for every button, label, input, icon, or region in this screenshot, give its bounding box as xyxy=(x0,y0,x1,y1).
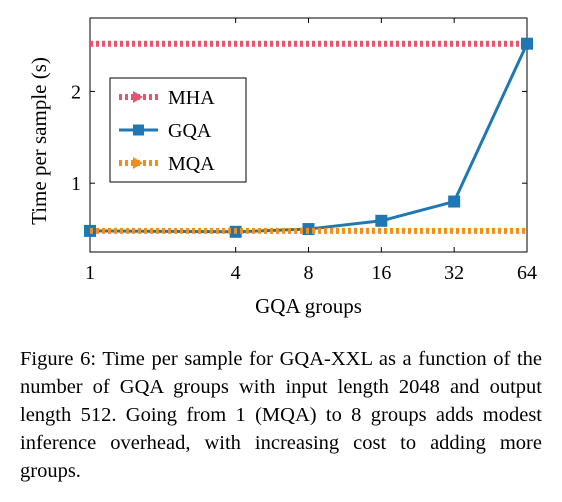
figure-caption: Figure 6: Time per sample for GQA-XXL as… xyxy=(20,348,542,482)
x-tick-label-64: 64 xyxy=(517,262,537,284)
legend-marker-mha xyxy=(133,91,143,103)
y-tick-label-1: 1 xyxy=(71,173,81,195)
x-tick-label-4: 4 xyxy=(231,262,241,284)
legend-marker-mqa xyxy=(133,157,143,169)
x-axis-label: GQA groups xyxy=(255,294,362,318)
y-tick-label-2: 2 xyxy=(71,81,81,103)
x-tick-label-32: 32 xyxy=(444,262,464,284)
legend-label-gqa: GQA xyxy=(168,120,212,142)
legend-label-mqa: MQA xyxy=(168,153,215,175)
x-tick-label-1: 1 xyxy=(85,262,95,284)
y-axis-label: Time per sample (s) xyxy=(27,57,51,225)
legend-marker-gqa xyxy=(133,124,144,136)
legend-label-mha: MHA xyxy=(168,87,215,109)
point-gqa-64 xyxy=(521,37,533,50)
point-gqa-16 xyxy=(375,214,388,227)
x-tick-label-8: 8 xyxy=(304,262,314,284)
x-tick-label-16: 16 xyxy=(371,262,391,284)
point-gqa-32 xyxy=(448,195,461,208)
chart: 1 4 8 16 32 64 1 2 GQA groups Time per sample (s)… xyxy=(27,17,537,318)
